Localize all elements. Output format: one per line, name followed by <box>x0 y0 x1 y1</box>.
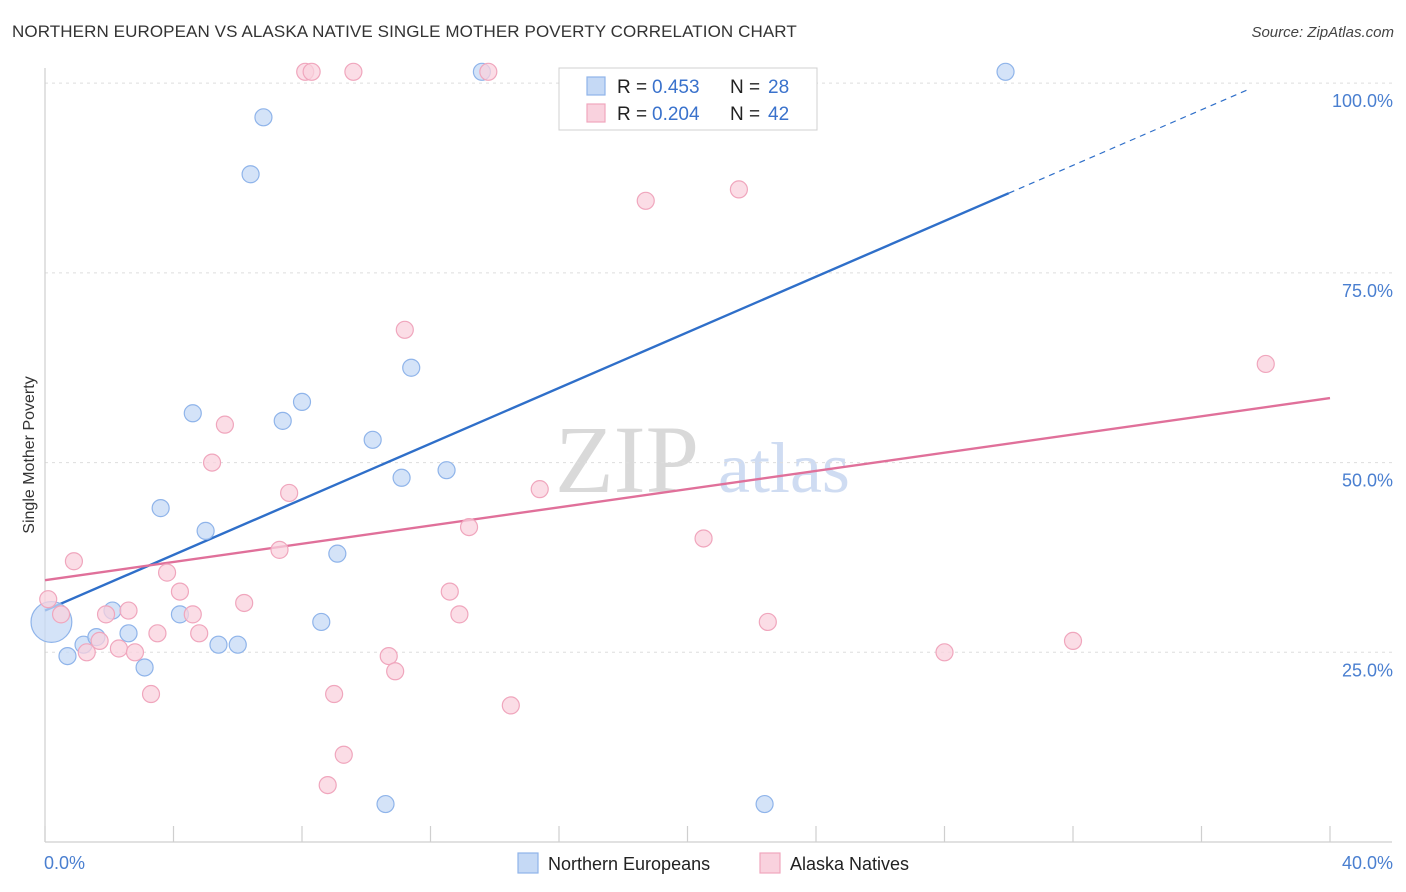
point-0-11 <box>209 635 228 654</box>
series-legend: Northern Europeans Alaska Natives <box>517 852 909 874</box>
trend-line-0 <box>44 192 1010 612</box>
point-1-23 <box>325 684 344 704</box>
point-1-30 <box>450 605 469 624</box>
point-1-12 <box>170 582 190 601</box>
point-1-7 <box>119 601 138 620</box>
bottom-legend-label-alaska-natives: Alaska Natives <box>790 854 909 874</box>
point-1-41 <box>1256 354 1275 374</box>
point-1-15 <box>202 453 222 472</box>
point-1-24 <box>334 745 353 764</box>
chart-title: NORTHERN EUROPEAN VS ALASKA NATIVE SINGL… <box>12 22 797 41</box>
point-1-39 <box>935 643 954 662</box>
point-1-28 <box>395 320 414 339</box>
point-0-19 <box>363 430 382 449</box>
trend-line-1 <box>44 396 1331 582</box>
point-0-25 <box>755 794 774 814</box>
point-1-8 <box>125 643 145 662</box>
point-0-12 <box>228 635 247 654</box>
legend-n-label-1: N = <box>730 77 760 98</box>
point-1-1 <box>51 605 71 624</box>
point-0-15 <box>273 411 292 430</box>
point-1-33 <box>501 696 520 715</box>
point-0-17 <box>312 612 331 632</box>
point-1-14 <box>190 624 209 643</box>
point-1-4 <box>90 631 109 651</box>
point-1-21 <box>302 62 321 81</box>
point-0-22 <box>402 358 421 377</box>
point-1-35 <box>636 191 655 210</box>
point-1-38 <box>758 612 777 632</box>
point-1-18 <box>270 540 289 559</box>
point-1-22 <box>318 775 337 795</box>
x-tick-label-max: 40.0% <box>1342 853 1393 873</box>
legend-swatch-northern-europeans <box>586 76 606 96</box>
x-tick-label-min: 0.0% <box>44 853 85 873</box>
point-1-25 <box>344 62 363 81</box>
point-0-16 <box>292 392 312 411</box>
point-0-1 <box>58 646 77 666</box>
legend-n-label-2: N = <box>730 104 760 125</box>
point-0-13 <box>241 165 260 184</box>
point-1-11 <box>157 563 177 582</box>
point-1-29 <box>440 582 459 601</box>
watermark-zip: ZIP <box>555 406 699 513</box>
point-0-14 <box>254 108 273 127</box>
axis-ticks <box>44 826 1331 842</box>
point-1-26 <box>379 646 398 666</box>
y-tick-label-3: 100.0% <box>1332 91 1393 111</box>
tick-labels: 0.0% 40.0% 25.0% 50.0% 75.0% 100.0% <box>44 91 1393 873</box>
point-1-9 <box>141 684 161 704</box>
point-1-13 <box>183 605 202 624</box>
y-axis-title: Single Mother Poverty <box>21 376 38 533</box>
trend-line-extension-0 <box>1008 88 1250 194</box>
point-1-37 <box>729 180 749 199</box>
bottom-legend-swatch-alaska-natives <box>759 852 781 874</box>
point-0-9 <box>183 404 202 423</box>
y-tick-label-1: 50.0% <box>1342 471 1393 491</box>
point-1-34 <box>530 480 549 499</box>
point-1-3 <box>77 643 96 662</box>
point-1-40 <box>1063 631 1083 651</box>
bottom-legend-swatch-northern-europeans <box>517 852 539 874</box>
point-0-18 <box>328 544 347 563</box>
trend-lines <box>44 88 1331 612</box>
point-1-36 <box>694 529 713 548</box>
bottom-legend-label-northern-europeans: Northern Europeans <box>548 854 710 874</box>
point-1-16 <box>215 415 234 434</box>
point-0-23 <box>437 461 456 480</box>
point-1-27 <box>386 662 405 681</box>
point-1-0 <box>39 590 58 609</box>
legend-r-value-1: 0.453 <box>652 77 700 98</box>
point-0-10 <box>196 521 215 540</box>
point-0-6 <box>135 658 154 677</box>
y-tick-label-0: 25.0% <box>1342 660 1393 680</box>
legend-swatch-alaska-natives <box>586 103 606 123</box>
point-0-26 <box>996 62 1015 81</box>
point-0-20 <box>376 794 395 814</box>
point-1-32 <box>479 62 498 81</box>
point-1-5 <box>96 605 116 624</box>
point-1-6 <box>109 639 128 658</box>
legend-r-value-2: 0.204 <box>652 104 700 125</box>
point-0-5 <box>119 624 138 643</box>
point-0-7 <box>151 499 170 518</box>
point-0-21 <box>392 468 411 487</box>
point-1-19 <box>280 483 299 503</box>
point-1-10 <box>148 624 167 643</box>
legend-n-value-1: 28 <box>768 77 789 98</box>
watermark-atlas: atlas <box>718 428 850 508</box>
chart-source: Source: ZipAtlas.com <box>1251 24 1394 41</box>
correlation-legend: R = 0.453 N = 28 R = 0.204 N = 42 <box>558 67 818 131</box>
point-1-2 <box>64 552 84 571</box>
legend-r-label-1: R = <box>617 77 647 98</box>
y-tick-label-2: 75.0% <box>1342 281 1393 301</box>
point-1-31 <box>459 517 479 537</box>
legend-n-value-2: 42 <box>768 104 789 125</box>
data-points <box>30 62 1275 814</box>
watermark: ZIP atlas <box>555 406 850 513</box>
axes <box>44 68 1392 843</box>
legend-r-label-2: R = <box>617 104 647 125</box>
point-1-17 <box>235 593 254 613</box>
